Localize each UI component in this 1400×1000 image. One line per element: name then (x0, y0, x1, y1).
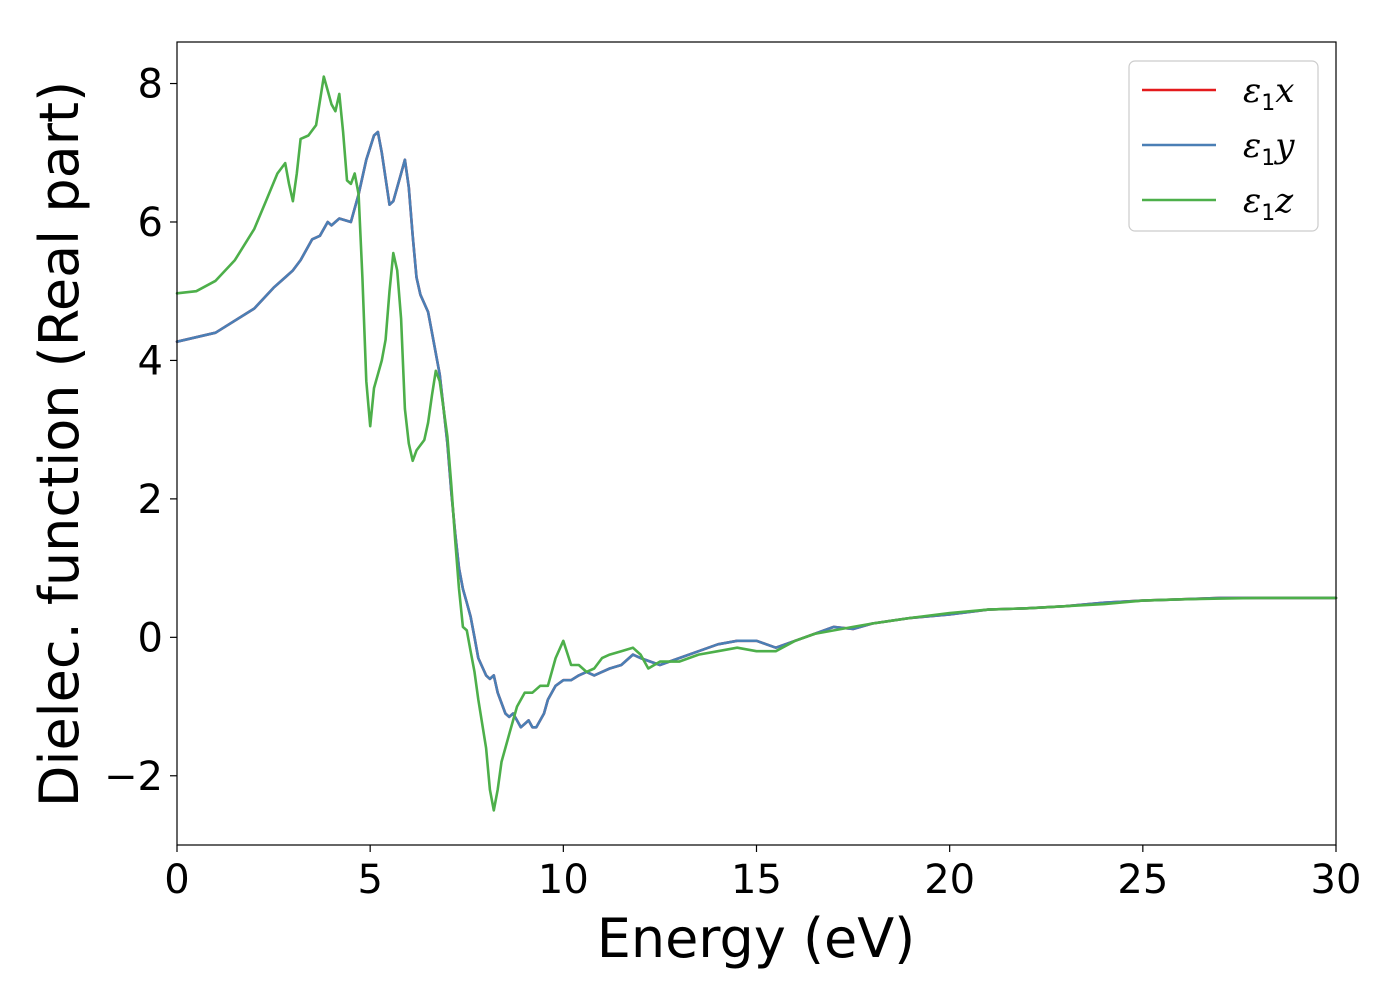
y-tick-label: 2 (138, 477, 163, 523)
y-tick-label: 4 (138, 338, 163, 384)
x-tick-label: 30 (1311, 857, 1362, 903)
legend-label-x: ε1x (1243, 71, 1294, 116)
y-tick-label: 0 (138, 615, 163, 661)
plot-lines (175, 75, 1338, 812)
x-tick-label: 10 (538, 857, 589, 903)
y-tick-label: 6 (138, 200, 163, 246)
y-tick-label: −2 (104, 754, 163, 800)
x-tick-label: 15 (731, 857, 782, 903)
x-axis-label: Energy (eV) (597, 907, 916, 970)
legend: ε1x ε1y ε1z (1128, 60, 1319, 232)
legend-label-z: ε1z (1243, 181, 1294, 226)
x-tick-label: 25 (1117, 857, 1168, 903)
legend-label-y: ε1y (1243, 126, 1295, 171)
x-tick-label: 5 (357, 857, 382, 903)
y-axis-label: Dielec. function (Real part) (28, 81, 91, 807)
y-axis: −2 0 2 4 6 8 (104, 62, 177, 800)
series-line-z (175, 75, 1338, 812)
x-tick-label: 0 (164, 857, 189, 903)
x-tick-label: 20 (924, 857, 975, 903)
y-tick-label: 8 (138, 62, 163, 108)
legend-box (1128, 60, 1319, 232)
x-axis: 0 5 10 15 20 25 30 (164, 845, 1361, 903)
